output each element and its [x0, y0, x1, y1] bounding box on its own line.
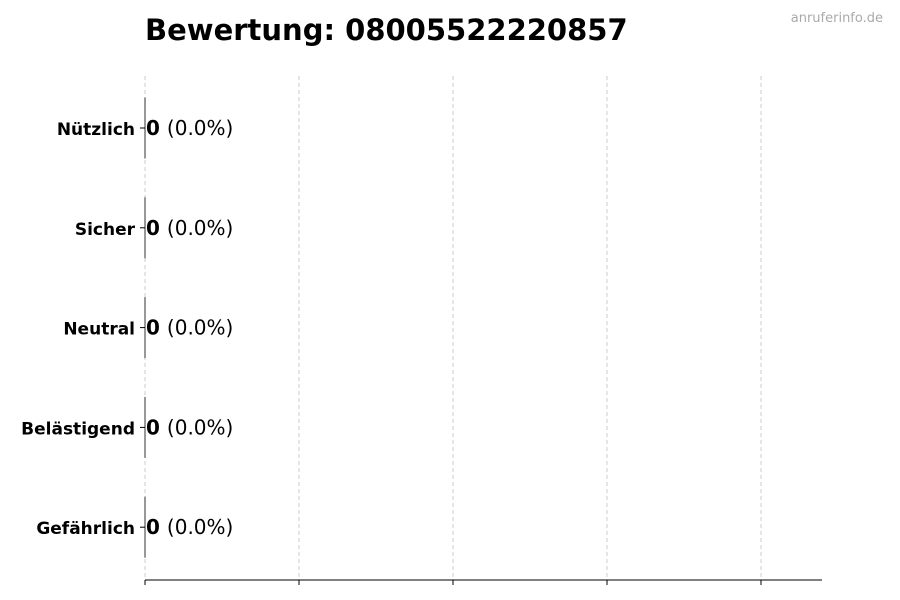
- data-label-percent: (0.0%): [167, 216, 233, 240]
- category-label: Sicher: [75, 220, 136, 240]
- data-label-count: 0: [146, 316, 160, 340]
- data-label-count: 0: [146, 116, 160, 140]
- category-label: Nützlich: [57, 120, 135, 140]
- chart-title: Bewertung: 08005522220857: [145, 13, 628, 47]
- data-label-percent: (0.0%): [167, 515, 233, 539]
- data-label-percent: (0.0%): [167, 116, 233, 140]
- data-label-count: 0: [146, 415, 160, 439]
- data-label: 0 (0.0%): [146, 216, 233, 240]
- category-label: Belästigend: [21, 419, 135, 439]
- data-label: 0 (0.0%): [146, 316, 233, 340]
- watermark: anruferinfo.de: [791, 11, 883, 26]
- data-label: 0 (0.0%): [146, 415, 233, 439]
- category-label: Neutral: [63, 320, 135, 340]
- data-label: 0 (0.0%): [146, 515, 233, 539]
- data-label-percent: (0.0%): [167, 415, 233, 439]
- category-label: Gefährlich: [36, 519, 135, 539]
- data-label: 0 (0.0%): [146, 116, 233, 140]
- data-label-count: 0: [146, 216, 160, 240]
- data-label-percent: (0.0%): [167, 316, 233, 340]
- data-label-count: 0: [146, 515, 160, 539]
